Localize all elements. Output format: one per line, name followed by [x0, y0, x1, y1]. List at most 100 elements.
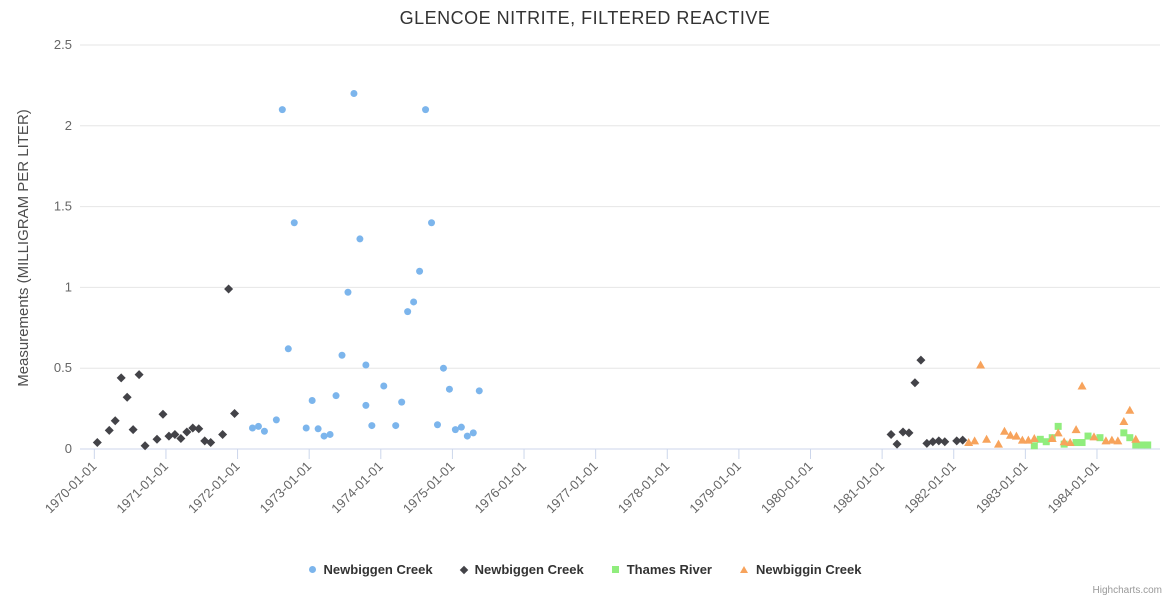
data-point[interactable] — [398, 398, 406, 406]
data-point[interactable] — [140, 441, 150, 451]
data-point[interactable] — [230, 408, 240, 418]
data-point[interactable] — [308, 397, 316, 405]
data-point[interactable] — [152, 434, 162, 444]
data-point[interactable] — [1030, 442, 1038, 450]
data-point[interactable] — [1054, 422, 1062, 430]
data-point[interactable] — [910, 378, 920, 388]
data-point[interactable] — [1096, 434, 1104, 442]
data-point[interactable] — [158, 409, 168, 419]
data-point[interactable] — [92, 438, 102, 448]
data-point[interactable] — [1138, 441, 1146, 449]
data-point[interactable] — [463, 432, 471, 440]
data-point[interactable] — [1120, 429, 1128, 437]
data-point[interactable] — [182, 427, 192, 437]
data-point[interactable] — [410, 298, 418, 306]
data-point[interactable] — [284, 345, 292, 353]
data-point[interactable] — [320, 432, 328, 440]
data-point[interactable] — [1078, 439, 1086, 447]
data-point[interactable] — [952, 436, 962, 446]
data-point[interactable] — [332, 392, 340, 400]
data-point[interactable] — [976, 360, 986, 369]
data-point[interactable] — [1071, 425, 1081, 434]
data-point[interactable] — [362, 401, 370, 409]
data-point[interactable] — [272, 416, 280, 424]
data-point[interactable] — [457, 423, 465, 431]
data-point[interactable] — [994, 439, 1004, 448]
data-point[interactable] — [1053, 428, 1063, 437]
data-point[interactable] — [1132, 441, 1140, 449]
data-point[interactable] — [1126, 434, 1134, 442]
data-point[interactable] — [1107, 435, 1117, 444]
data-point[interactable] — [206, 438, 216, 448]
legend-item-newbiggin-creek[interactable]: Newbiggin Creek — [739, 562, 861, 577]
data-point[interactable] — [1125, 405, 1135, 414]
data-point[interactable] — [404, 308, 412, 316]
data-point[interactable] — [451, 426, 459, 434]
data-point[interactable] — [188, 423, 198, 433]
data-point[interactable] — [1072, 439, 1080, 447]
data-point[interactable] — [110, 416, 120, 426]
data-point[interactable] — [904, 428, 914, 438]
data-point[interactable] — [254, 422, 262, 430]
data-point[interactable] — [934, 436, 944, 446]
data-point[interactable] — [958, 435, 968, 445]
data-point[interactable] — [982, 434, 992, 443]
data-point[interactable] — [128, 425, 138, 435]
data-point[interactable] — [224, 284, 234, 294]
data-point[interactable] — [1131, 434, 1141, 443]
legend-item-newbiggen-creek-2[interactable]: Newbiggen Creek — [459, 562, 584, 577]
data-point[interactable] — [422, 106, 430, 114]
legend-item-newbiggen-creek-1[interactable]: Newbiggen Creek — [308, 562, 433, 577]
data-point[interactable] — [392, 422, 400, 430]
data-point[interactable] — [940, 437, 950, 447]
data-point[interactable] — [362, 361, 370, 369]
data-point[interactable] — [475, 387, 483, 395]
highcharts-credit-link[interactable]: Highcharts.com — [1092, 585, 1162, 596]
data-point[interactable] — [248, 424, 256, 432]
data-point[interactable] — [1119, 417, 1129, 426]
data-point[interactable] — [439, 364, 447, 372]
data-point[interactable] — [1005, 430, 1015, 439]
data-point[interactable] — [1011, 431, 1021, 440]
data-point[interactable] — [445, 385, 453, 393]
data-point[interactable] — [428, 219, 436, 227]
data-point[interactable] — [898, 427, 908, 437]
data-point[interactable] — [338, 351, 346, 359]
data-point[interactable] — [314, 425, 322, 433]
data-point[interactable] — [433, 421, 441, 429]
data-point[interactable] — [218, 429, 228, 439]
data-point[interactable] — [194, 424, 204, 434]
data-point[interactable] — [416, 267, 424, 275]
data-point[interactable] — [278, 106, 286, 114]
data-point[interactable] — [892, 439, 902, 449]
data-point[interactable] — [380, 382, 388, 390]
data-point[interactable] — [1065, 438, 1075, 447]
data-point[interactable] — [1084, 432, 1092, 440]
data-point[interactable] — [886, 429, 896, 439]
data-point[interactable] — [290, 219, 298, 227]
data-point[interactable] — [1144, 441, 1152, 449]
data-point[interactable] — [928, 437, 938, 447]
data-point[interactable] — [326, 430, 334, 438]
data-point[interactable] — [999, 426, 1009, 435]
data-point[interactable] — [916, 355, 926, 365]
data-point[interactable] — [970, 436, 980, 445]
data-point[interactable] — [1059, 437, 1069, 446]
data-point[interactable] — [116, 373, 126, 383]
data-point[interactable] — [176, 433, 186, 443]
data-point[interactable] — [1029, 433, 1039, 442]
data-point[interactable] — [1036, 435, 1044, 443]
data-point[interactable] — [344, 288, 352, 296]
data-point[interactable] — [1042, 438, 1050, 446]
data-point[interactable] — [1113, 436, 1123, 445]
data-point[interactable] — [1077, 381, 1087, 390]
data-point[interactable] — [368, 422, 376, 430]
data-point[interactable] — [170, 429, 180, 439]
data-point[interactable] — [1017, 435, 1027, 444]
data-point[interactable] — [469, 429, 477, 437]
data-point[interactable] — [122, 392, 132, 402]
data-point[interactable] — [1089, 432, 1099, 441]
data-point[interactable] — [104, 425, 114, 435]
data-point[interactable] — [134, 370, 144, 380]
legend-item-thames-river[interactable]: Thames River — [611, 562, 712, 577]
